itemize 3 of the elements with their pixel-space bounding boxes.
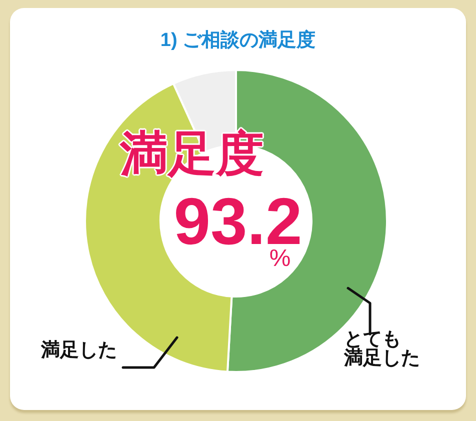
slice-label: 満足した [41,339,118,362]
chart-title: 1) ご相談の満足度 [160,30,316,51]
slice-label: とても満足した [344,328,420,369]
